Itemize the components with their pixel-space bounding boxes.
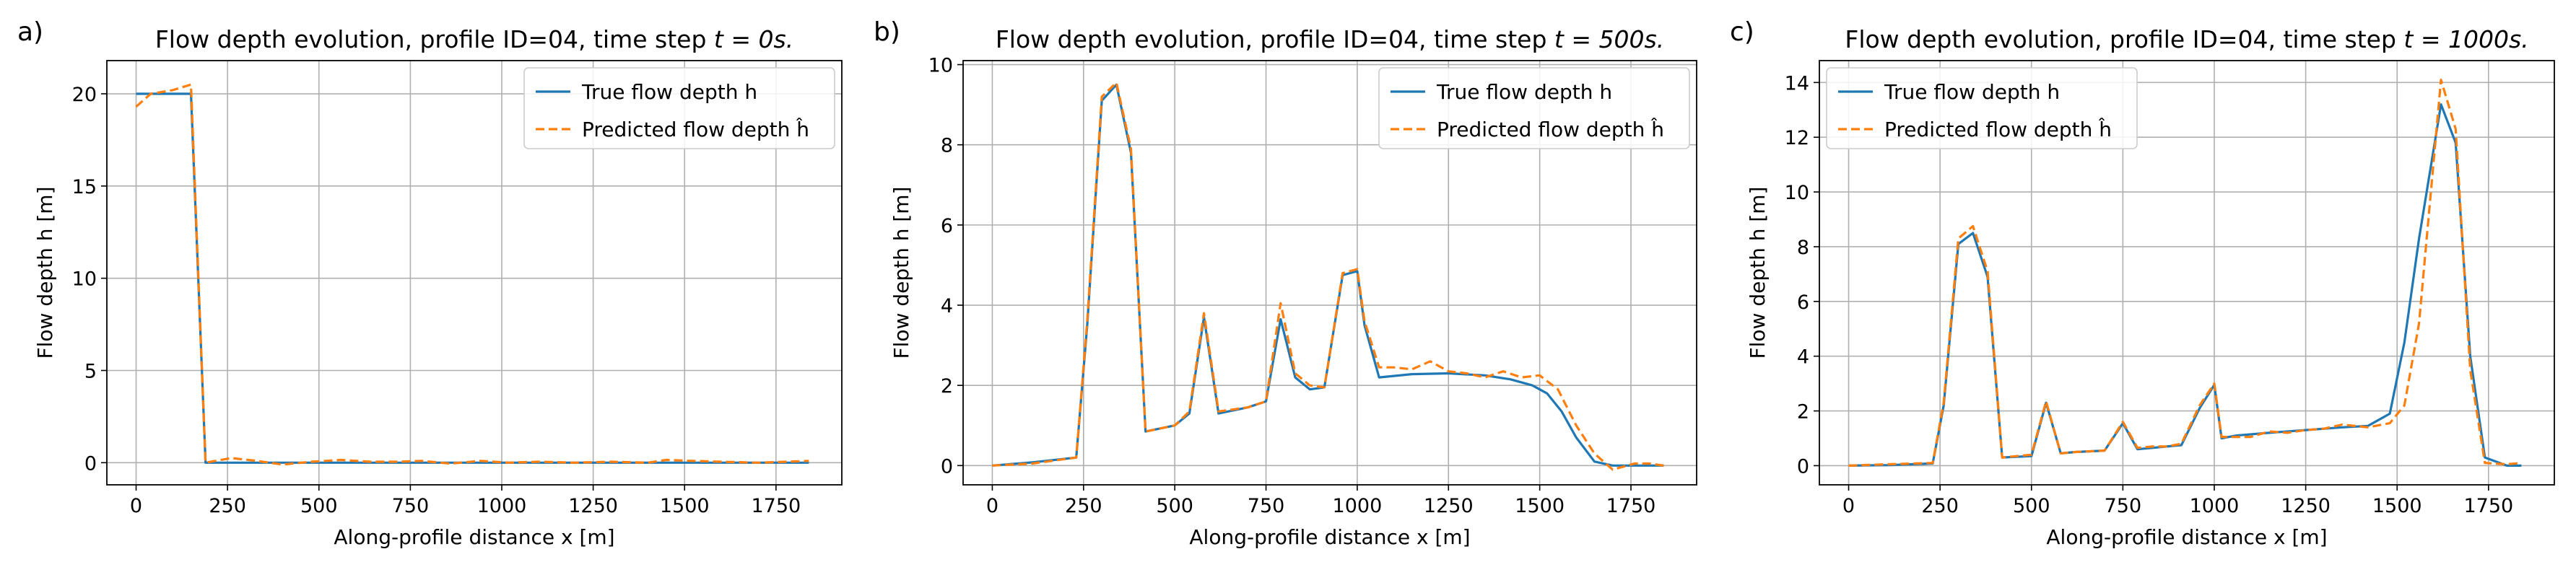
chart-panel-1: 0 250 500 750 1000 1250 1500 1750 0 5 10 15 20 Flow d…	[17, 17, 843, 549]
x-tick-label: 500	[1156, 495, 1193, 517]
y-tick-label: 6	[941, 215, 953, 237]
panel-label: a)	[17, 17, 43, 47]
y-tick-label: 10	[72, 268, 97, 291]
x-tick-label: 1750	[751, 495, 801, 517]
series-line-predicted	[1848, 78, 2522, 467]
y-tick-label: 15	[72, 176, 97, 198]
x-tick-label: 500	[2013, 495, 2050, 517]
y-axis-label: Flow depth h [m]	[33, 187, 57, 359]
x-tick-label: 0	[986, 495, 998, 517]
axes-frame	[106, 60, 843, 486]
y-tick-label: 4	[941, 295, 953, 317]
x-axis-label: Along-profile distance x [m]	[2046, 525, 2327, 549]
y-axis-label: Flow depth h [m]	[889, 187, 913, 359]
y-tick-label: 0	[941, 455, 953, 478]
y-tick-label: 0	[84, 452, 97, 475]
y-tick-label: 2	[941, 375, 953, 398]
legend-entry: True flow depth h	[1884, 80, 2060, 104]
series-line-predicted	[135, 83, 809, 466]
chart-title: Flow depth evolution, profile ID=04, tim…	[996, 25, 1664, 53]
y-tick-label: 12	[1785, 127, 1809, 149]
x-tick-label: 1250	[2281, 495, 2331, 517]
series-line-true	[992, 83, 1664, 467]
y-tick-label: 4	[1797, 346, 1809, 369]
x-tick-label: 1000	[2190, 495, 2240, 517]
x-tick-label: 1250	[568, 495, 618, 517]
legend-entry: Predicted flow depth ĥ	[1884, 117, 2112, 141]
legend-box	[1378, 67, 1690, 149]
legend: True flow depth h Predicted flow depth ĥ	[1826, 67, 2138, 149]
x-axis-label: Along-profile distance x [m]	[1189, 525, 1470, 549]
axes-frame	[1819, 60, 2555, 486]
y-tick-label: 10	[1785, 182, 1809, 204]
x-tick-label: 0	[1842, 495, 1855, 517]
legend-entry: Predicted flow depth ĥ	[582, 117, 809, 141]
panel-label: b)	[874, 17, 900, 47]
x-tick-label: 1750	[2463, 495, 2513, 517]
y-tick-label: 5	[84, 360, 97, 382]
x-tick-label: 0	[130, 495, 142, 517]
series-line-true	[1848, 103, 2522, 468]
y-tick-label: 6	[1797, 291, 1809, 314]
x-tick-label: 1500	[660, 495, 710, 517]
x-tick-label: 1000	[477, 495, 527, 517]
x-tick-label: 250	[1065, 495, 1102, 517]
x-tick-label: 750	[1248, 495, 1285, 517]
x-tick-label: 1750	[1606, 495, 1656, 517]
x-tick-label: 750	[392, 495, 430, 517]
chart-title: Flow depth evolution, profile ID=04, tim…	[155, 25, 793, 53]
panel-label: c)	[1730, 17, 1754, 47]
x-axis-label: Along-profile distance x [m]	[334, 525, 614, 549]
chart-panel-2: 0 250 500 750 1000 1250 1500 1750 0 2 4 6 8 10 Flow de…	[874, 17, 1697, 549]
legend-entry: True flow depth h	[1436, 80, 1612, 104]
y-tick-label: 2	[1797, 401, 1809, 423]
legend: True flow depth h Predicted flow depth ĥ	[1378, 67, 1690, 149]
axes-frame	[962, 60, 1697, 486]
y-tick-label: 20	[72, 84, 97, 106]
legend-entry: True flow depth h	[581, 80, 757, 104]
chart-title: Flow depth evolution, profile ID=04, tim…	[1845, 25, 2528, 53]
x-tick-label: 250	[209, 495, 246, 517]
y-axis-label: Flow depth h [m]	[1746, 187, 1770, 359]
y-tick-label: 0	[1797, 455, 1809, 478]
legend-entry: Predicted flow depth ĥ	[1437, 117, 1664, 141]
x-tick-label: 250	[1921, 495, 1959, 517]
y-tick-label: 8	[941, 135, 953, 157]
y-tick-label: 14	[1785, 72, 1809, 95]
y-tick-label: 8	[1797, 237, 1809, 259]
y-tick-label: 10	[928, 55, 953, 77]
x-tick-label: 500	[300, 495, 338, 517]
legend: True flow depth h Predicted flow depth ĥ	[523, 67, 835, 149]
x-tick-label: 750	[2105, 495, 2142, 517]
legend-box	[1826, 67, 2138, 149]
x-tick-label: 1500	[1515, 495, 1565, 517]
x-tick-label: 1500	[2372, 495, 2422, 517]
legend-box	[523, 67, 835, 149]
x-tick-label: 1250	[1424, 495, 1474, 517]
series-line-predicted	[992, 81, 1664, 471]
chart-panel-3: 0 250 500 750 1000 1250 1500 1750 0 2 4 6 8 10 12 14 Flo…	[1730, 17, 2555, 549]
x-tick-label: 1000	[1333, 495, 1383, 517]
